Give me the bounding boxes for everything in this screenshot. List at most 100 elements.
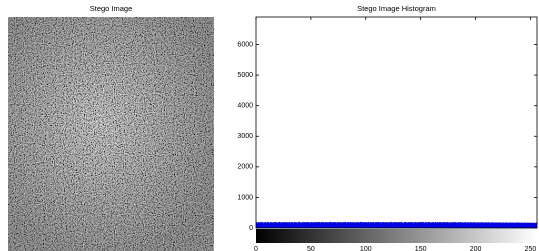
histogram-bar	[535, 223, 536, 228]
histogram-bar	[492, 222, 493, 228]
histogram-bar	[415, 222, 416, 228]
histogram-bar	[515, 223, 516, 228]
histogram-bar	[328, 222, 329, 228]
histogram-bar	[264, 223, 265, 228]
histogram-bar	[367, 223, 368, 228]
histogram-bar	[366, 222, 367, 228]
histogram-bar	[373, 222, 374, 228]
histogram-bar	[491, 223, 492, 228]
histogram-bar	[361, 222, 362, 228]
histogram-bar	[471, 223, 472, 228]
histogram-bar	[304, 222, 305, 228]
histogram-bar	[269, 223, 270, 228]
histogram-bar	[314, 222, 315, 228]
histogram-bar	[398, 223, 399, 228]
histogram-bar	[488, 222, 489, 228]
histogram-bar	[495, 223, 496, 228]
histogram-bar	[459, 223, 460, 228]
histogram-bar	[483, 223, 484, 228]
histogram-bar	[350, 222, 351, 228]
histogram-bar	[447, 222, 448, 228]
histogram-bar	[404, 222, 405, 228]
histogram-bar	[485, 222, 486, 228]
x-tick-label: 250	[525, 246, 537, 251]
histogram-bar	[432, 222, 433, 228]
histogram-bar	[300, 223, 301, 228]
histogram-bar	[338, 223, 339, 228]
histogram-bar	[411, 222, 412, 228]
page: {"chart_data": [ {"type": "image", "titl…	[0, 0, 539, 251]
histogram-bar	[393, 222, 394, 228]
histogram-bar	[390, 223, 391, 228]
histogram-bar	[484, 223, 485, 228]
y-tick-label: 6000	[237, 41, 253, 48]
histogram-bar	[280, 223, 281, 228]
histogram-bar	[452, 222, 453, 228]
histogram-bar	[344, 222, 345, 228]
histogram-bar	[306, 222, 307, 228]
histogram-bar	[387, 222, 388, 228]
histogram-bar	[477, 223, 478, 228]
histogram-bar	[496, 223, 497, 228]
histogram-bar	[309, 222, 310, 228]
histogram-bar	[405, 222, 406, 228]
histogram-bar	[305, 223, 306, 228]
y-tick-label: 2000	[237, 164, 253, 171]
histogram-bar	[322, 223, 323, 228]
histogram-bar	[395, 223, 396, 228]
histogram-bar	[371, 223, 372, 228]
histogram-bar	[268, 222, 269, 228]
histogram-bar	[421, 222, 422, 228]
histogram-bar	[456, 222, 457, 228]
histogram-bar	[331, 223, 332, 228]
histogram-bar	[461, 223, 462, 228]
histogram-bar	[507, 223, 508, 228]
histogram-bar	[504, 223, 505, 228]
histogram-bar	[517, 223, 518, 228]
histogram-bar	[476, 222, 477, 228]
histogram-bar	[346, 223, 347, 228]
histogram-bar	[334, 222, 335, 228]
histogram-bar	[291, 222, 292, 228]
histogram-bar	[278, 222, 279, 228]
histogram-bar	[283, 222, 284, 228]
histogram-bar	[462, 222, 463, 228]
histogram-bar	[454, 223, 455, 228]
histogram-bar	[275, 223, 276, 228]
histogram-bar	[422, 223, 423, 228]
histogram-bar	[406, 223, 407, 228]
histogram-bar	[465, 222, 466, 228]
histogram-bar	[402, 223, 403, 228]
histogram-bar	[376, 222, 377, 228]
histogram-bar	[460, 222, 461, 228]
histogram-bar	[467, 223, 468, 228]
histogram-bar	[450, 222, 451, 228]
histogram-bar	[377, 222, 378, 228]
histogram-bar	[281, 222, 282, 228]
histogram-bar	[324, 223, 325, 228]
histogram-bar	[335, 222, 336, 228]
x-tick-label: 0	[254, 246, 258, 251]
histogram-bar	[437, 222, 438, 228]
histogram-bar	[410, 223, 411, 228]
x-tick-label: 50	[307, 246, 315, 251]
histogram-bar	[384, 223, 385, 228]
histogram-bar	[353, 222, 354, 228]
histogram-bar	[519, 223, 520, 228]
histogram-bar	[412, 222, 413, 228]
histogram-bar	[444, 223, 445, 228]
histogram-bar	[277, 223, 278, 228]
histogram-bar	[472, 223, 473, 228]
histogram-bar	[301, 223, 302, 228]
histogram-bar	[493, 223, 494, 228]
image-shade	[8, 17, 214, 251]
histogram-bar	[445, 222, 446, 228]
histogram-bar	[285, 223, 286, 228]
histogram-bar	[506, 223, 507, 228]
histogram-bar	[323, 222, 324, 228]
histogram-bar	[524, 223, 525, 228]
histogram-bar	[345, 222, 346, 228]
histogram-bar	[261, 222, 262, 228]
histogram-bar	[383, 222, 384, 228]
histogram-bar	[523, 223, 524, 228]
